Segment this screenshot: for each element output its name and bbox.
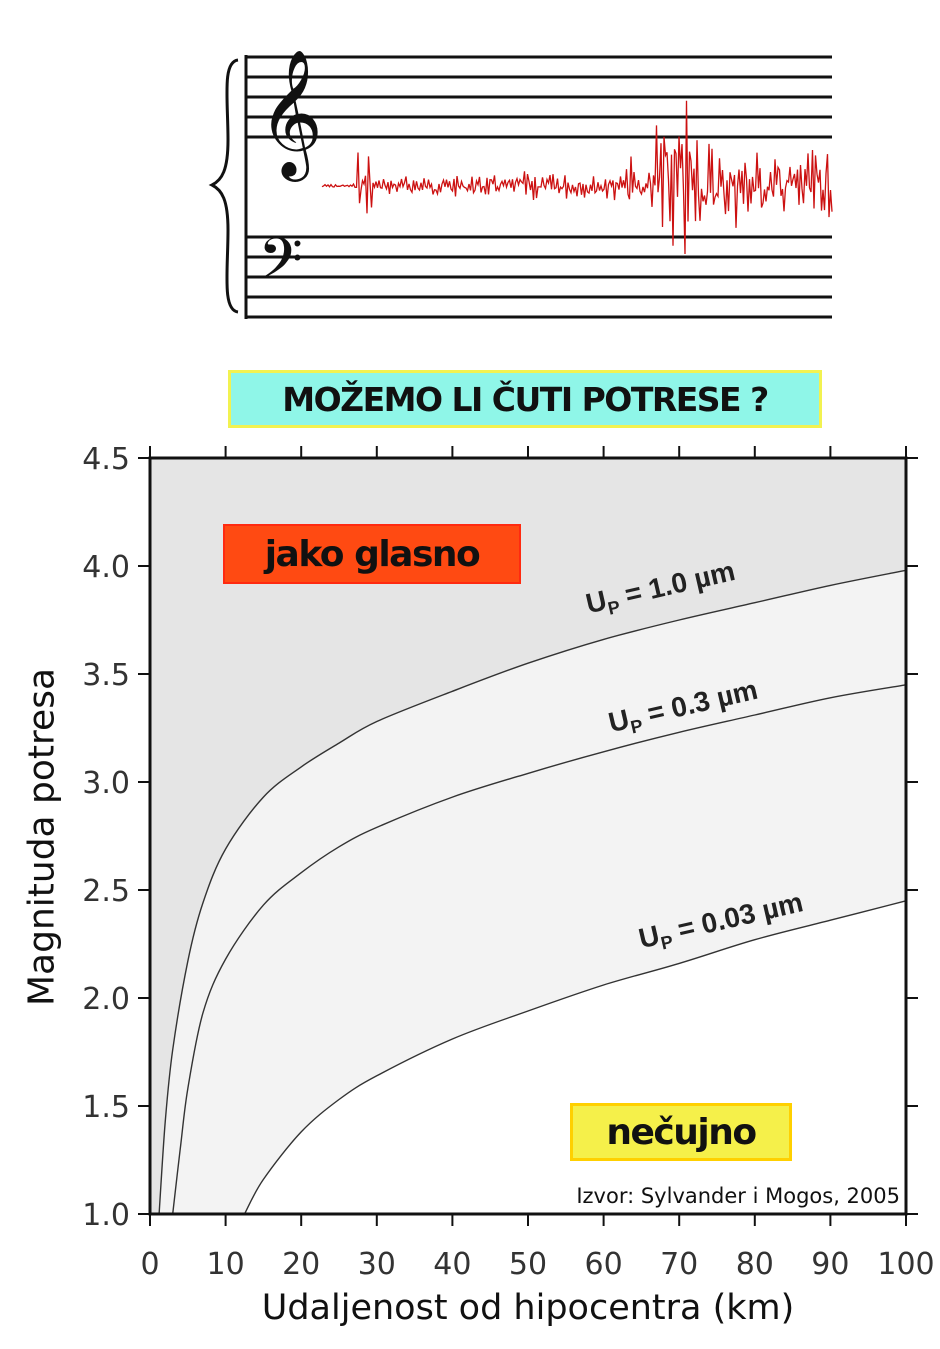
x-tick-label: 60 <box>585 1247 623 1282</box>
seismogram-waveform <box>321 100 833 255</box>
quiet-region-label: nečujno <box>570 1103 792 1161</box>
bass-clef-icon: 𝄢 <box>258 225 303 307</box>
y-tick-label: 4.5 <box>82 442 130 477</box>
x-tick-label: 10 <box>207 1247 245 1282</box>
treble-clef-icon: 𝄞 <box>258 48 323 182</box>
staff-lines <box>244 55 832 319</box>
x-tick-label: 100 <box>877 1247 934 1282</box>
y-tick-label: 2.0 <box>82 982 130 1017</box>
series-label-subscript: P <box>659 931 675 953</box>
musical-staff-illustration: 𝄞 𝄢 <box>208 48 833 319</box>
axis-ticks <box>138 446 918 1226</box>
y-tick-label: 4.0 <box>82 550 130 585</box>
brace-icon <box>208 58 239 314</box>
source-note: Izvor: Sylvander i Mogos, 2005 <box>506 1180 904 1212</box>
x-tick-label: 0 <box>140 1247 159 1282</box>
series-line-0-3um <box>172 684 907 1215</box>
loud-region-label: jako glasno <box>223 524 521 584</box>
y-tick-label: 1.5 <box>82 1090 130 1125</box>
series-label-subscript: P <box>606 597 622 619</box>
loud-region-fill <box>150 458 906 1214</box>
x-tick-label: 50 <box>509 1247 547 1282</box>
y-tick-label: 3.0 <box>82 766 130 801</box>
x-tick-label: 30 <box>358 1247 396 1282</box>
x-tick-label: 20 <box>282 1247 320 1282</box>
y-tick-label: 1.0 <box>82 1198 130 1233</box>
audible-region-fill <box>159 570 906 1214</box>
plot-frame <box>148 456 908 1216</box>
series-label-subscript: P <box>629 715 645 737</box>
page-title: MOŽEMO LI ČUTI POTRESE ? <box>228 370 822 428</box>
y-tick-labels: 1.0 1.5 2.0 2.5 3.0 3.5 4.0 4.5 <box>82 442 130 1233</box>
y-axis-title: Magnituda potresa <box>21 667 63 1007</box>
x-tick-labels: 0 10 20 30 40 50 60 70 80 90 100 <box>140 1247 934 1282</box>
x-tick-label: 70 <box>660 1247 698 1282</box>
series-line-1um <box>158 569 907 1215</box>
x-tick-label: 40 <box>433 1247 471 1282</box>
x-tick-label: 90 <box>811 1247 849 1282</box>
y-tick-label: 2.5 <box>82 874 130 909</box>
x-axis-title: Udaljenost od hipocentra (km) <box>261 1288 795 1328</box>
x-tick-label: 80 <box>736 1247 774 1282</box>
series-line-0-03um <box>243 900 907 1215</box>
y-tick-label: 3.5 <box>82 658 130 693</box>
magnitude-distance-chart: 0 10 20 30 40 50 60 70 80 90 100 1.0 1.5 2.0 2.5 3.0 3.… <box>82 442 934 1282</box>
